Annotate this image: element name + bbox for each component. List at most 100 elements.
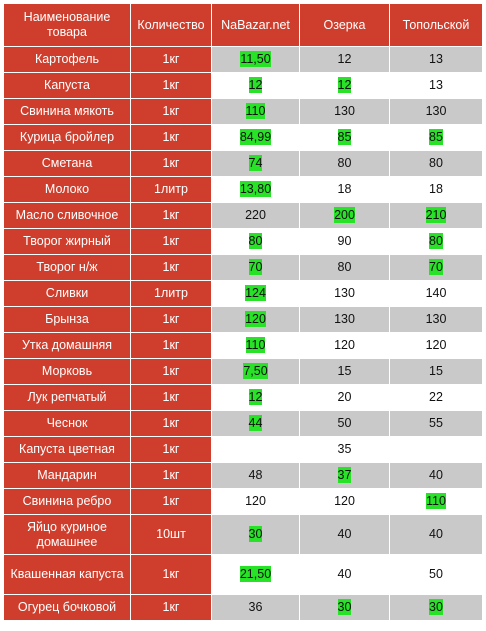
quantity-cell: 1кг [130,462,212,489]
table-row: Квашенная капуста 1кг 21,50 40 50 [3,554,483,595]
quantity-cell: 1кг [130,358,212,385]
product-name-cell: Утка домашняя [3,332,131,359]
quantity-cell: 10шт [130,514,212,555]
lowest-price-highlight: 124 [245,285,266,301]
price-value: 48 [248,468,263,482]
lowest-price-highlight: 110 [426,493,446,509]
price-value: 12 [337,52,352,66]
product-name-cell: Яйцо куриное домашнее [3,514,131,555]
quantity-cell: 1литр [130,280,212,307]
ozerka-price-cell: 120 [299,488,390,515]
table-row: Чеснок 1кг 44 50 55 [3,410,483,437]
header-nabazar: NaBazar.net [211,3,300,47]
ozerka-price-cell: 130 [299,306,390,333]
topolskoy-price-cell: 18 [389,176,483,203]
lowest-price-highlight: 12 [248,389,263,405]
table-row: Морковь 1кг 7,50 15 15 [3,358,483,385]
table-row: Капуста 1кг 12 12 13 [3,72,483,99]
product-name-cell: Сметана [3,150,131,177]
topolskoy-price-cell: 80 [389,150,483,177]
price-value: 35 [337,442,352,456]
nabazar-price-cell: 13,80 [211,176,300,203]
price-value: 55 [429,416,443,430]
product-name-cell: Капуста [3,72,131,99]
topolskoy-price-cell: 13 [389,72,483,99]
product-name-cell: Лук репчатый [3,384,131,411]
product-name-cell: Мандарин [3,462,131,489]
topolskoy-price-cell: 50 [389,554,483,595]
table-row: Яйцо куриное домашнее 10шт 30 40 40 [3,514,483,555]
nabazar-price-cell: 110 [211,332,300,359]
ozerka-price-cell: 12 [299,46,390,73]
price-value: 120 [334,494,355,508]
topolskoy-price-cell: 120 [389,332,483,359]
price-value: 13 [429,78,443,92]
header-ozerka: Озерка [299,3,390,47]
lowest-price-highlight: 84,99 [239,129,272,145]
quantity-cell: 1кг [130,384,212,411]
product-name-cell: Масло сливочное [3,202,131,229]
nabazar-price-cell: 120 [211,488,300,515]
lowest-price-highlight: 80 [429,233,443,249]
nabazar-price-cell: 36 [211,594,300,621]
quantity-cell: 1кг [130,124,212,151]
table-row: Утка домашняя 1кг 110 120 120 [3,332,483,359]
price-value: 22 [429,390,443,404]
price-value: 130 [334,312,355,326]
price-value: 40 [429,527,443,541]
table-row: Картофель 1кг 11,50 12 13 [3,46,483,73]
lowest-price-highlight: 11,50 [240,51,271,67]
nabazar-price-cell: 124 [211,280,300,307]
ozerka-price-cell: 37 [299,462,390,489]
table-row: Творог жирный 1кг 80 90 80 [3,228,483,255]
ozerka-price-cell: 30 [299,594,390,621]
price-value: 15 [429,364,443,378]
ozerka-price-cell: 40 [299,514,390,555]
price-value: 140 [425,286,447,300]
table-row: Масло сливочное 1кг 220 200 210 [3,202,483,229]
table-row: Капуста цветная 1кг 35 [3,436,483,463]
ozerka-price-cell: 20 [299,384,390,411]
lowest-price-highlight: 30 [248,526,263,542]
lowest-price-highlight: 80 [248,233,263,249]
lowest-price-highlight: 110 [245,337,266,353]
lowest-price-highlight: 210 [425,207,447,223]
nabazar-price-cell: 70 [211,254,300,281]
price-value: 40 [337,567,352,581]
lowest-price-highlight: 37 [337,467,352,483]
quantity-cell: 1литр [130,176,212,203]
topolskoy-price-cell [389,436,483,463]
price-value: 120 [245,494,266,508]
nabazar-price-cell: 12 [211,384,300,411]
lowest-price-highlight: 12 [337,77,352,93]
nabazar-price-cell: 110 [211,98,300,125]
table-row: Брынза 1кг 120 130 130 [3,306,483,333]
quantity-cell: 1кг [130,72,212,99]
product-name-cell: Чеснок [3,410,131,437]
price-value: 130 [425,312,447,326]
quantity-cell: 1кг [130,228,212,255]
topolskoy-price-cell: 30 [389,594,483,621]
ozerka-price-cell: 130 [299,280,390,307]
table-row: Сметана 1кг 74 80 80 [3,150,483,177]
topolskoy-price-cell: 13 [389,46,483,73]
ozerka-price-cell: 130 [299,98,390,125]
topolskoy-price-cell: 55 [389,410,483,437]
ozerka-price-cell: 35 [299,436,390,463]
ozerka-price-cell: 200 [299,202,390,229]
nabazar-price-cell: 30 [211,514,300,555]
product-name-cell: Молоко [3,176,131,203]
lowest-price-highlight: 13,80 [239,181,272,197]
price-value: 130 [425,104,447,118]
topolskoy-price-cell: 130 [389,306,483,333]
product-name-cell: Огурец бочковой [3,594,131,621]
price-value: 13 [429,52,443,66]
quantity-cell: 1кг [130,202,212,229]
lowest-price-highlight: 7,50 [243,363,268,379]
quantity-cell: 1кг [130,594,212,621]
ozerka-price-cell: 15 [299,358,390,385]
nabazar-price-cell: 120 [211,306,300,333]
nabazar-price-cell: 48 [211,462,300,489]
product-name-cell: Морковь [3,358,131,385]
nabazar-price-cell: 12 [211,72,300,99]
